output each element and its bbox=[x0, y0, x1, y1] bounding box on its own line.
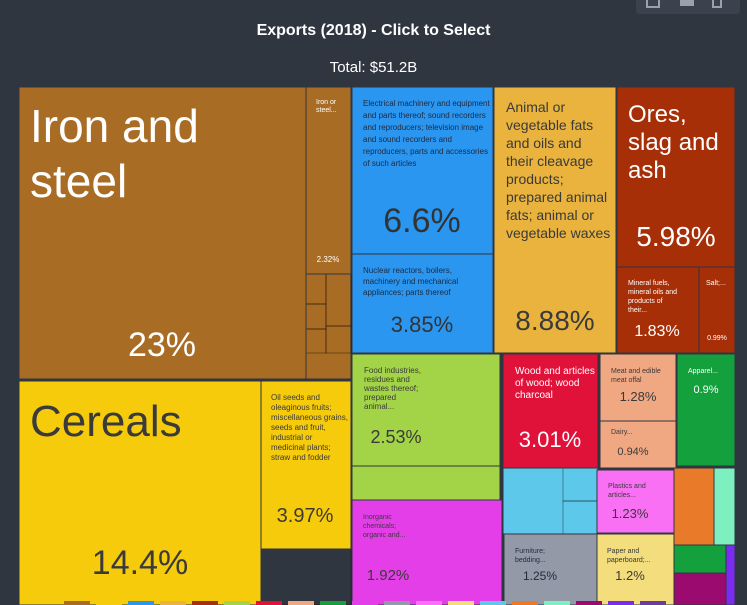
share-icon[interactable] bbox=[712, 0, 722, 8]
legend-swatch[interactable] bbox=[224, 601, 250, 605]
iron-steel-subtile-4[interactable] bbox=[325, 325, 352, 354]
tile-food[interactable] bbox=[351, 353, 501, 467]
legend-swatch[interactable] bbox=[352, 601, 378, 605]
tile-dairy[interactable] bbox=[599, 420, 677, 469]
chart-subtitle: Total: $51.2B bbox=[329, 59, 418, 76]
minor-tile-7[interactable] bbox=[725, 544, 736, 605]
chart-title: Exports (2018) - Click to Select bbox=[256, 22, 491, 39]
legend-swatch[interactable] bbox=[64, 601, 90, 605]
tile-cereals[interactable] bbox=[18, 380, 262, 605]
legend-swatch[interactable] bbox=[384, 601, 410, 605]
legend-swatch[interactable] bbox=[96, 601, 122, 605]
tile-mineral-fuels[interactable] bbox=[616, 266, 700, 354]
legend-swatch[interactable] bbox=[544, 601, 570, 605]
tile-oil-seeds[interactable] bbox=[260, 380, 352, 550]
tile-electrical[interactable] bbox=[351, 86, 494, 255]
legend-swatch[interactable] bbox=[128, 601, 154, 605]
legend-swatch[interactable] bbox=[576, 601, 602, 605]
tile-inorganic[interactable] bbox=[351, 499, 503, 605]
minor-tile-5[interactable] bbox=[673, 544, 727, 574]
minor-tile-2[interactable] bbox=[502, 467, 599, 535]
tile-furniture[interactable] bbox=[503, 533, 600, 605]
legend-swatch[interactable] bbox=[288, 601, 314, 605]
oil-seeds-subtile-0[interactable] bbox=[260, 548, 352, 605]
legend-swatch[interactable] bbox=[480, 601, 506, 605]
legend-swatch[interactable] bbox=[608, 601, 634, 605]
minor-tile-6[interactable] bbox=[673, 572, 727, 605]
legend-swatch[interactable] bbox=[160, 601, 186, 605]
tile-paper[interactable] bbox=[596, 533, 675, 605]
chart-toolbar bbox=[636, 0, 740, 14]
tile-salt[interactable] bbox=[698, 266, 736, 354]
legend-swatch[interactable] bbox=[512, 601, 538, 605]
legend-swatch[interactable] bbox=[320, 601, 346, 605]
legend-swatch[interactable] bbox=[640, 601, 666, 605]
tile-iron-steel-sub[interactable] bbox=[305, 86, 352, 275]
minor-tile-4[interactable] bbox=[713, 467, 736, 546]
table-view-icon[interactable] bbox=[646, 0, 660, 8]
legend-swatch[interactable] bbox=[192, 601, 218, 605]
image-download-icon[interactable] bbox=[680, 0, 694, 6]
minor-tile-1[interactable] bbox=[351, 465, 501, 501]
tile-plastics[interactable] bbox=[596, 469, 675, 534]
legend-swatch[interactable] bbox=[448, 601, 474, 605]
tile-wood[interactable] bbox=[502, 353, 599, 469]
minor-tile-3[interactable] bbox=[673, 467, 715, 546]
legend-swatch[interactable] bbox=[416, 601, 442, 605]
tile-apparel[interactable] bbox=[676, 353, 736, 467]
tile-ores[interactable] bbox=[616, 86, 736, 268]
tile-nuclear[interactable] bbox=[351, 253, 494, 354]
tile-iron-steel[interactable] bbox=[18, 86, 307, 380]
tile-animal-fats[interactable] bbox=[493, 86, 617, 354]
legend-swatch[interactable] bbox=[256, 601, 282, 605]
